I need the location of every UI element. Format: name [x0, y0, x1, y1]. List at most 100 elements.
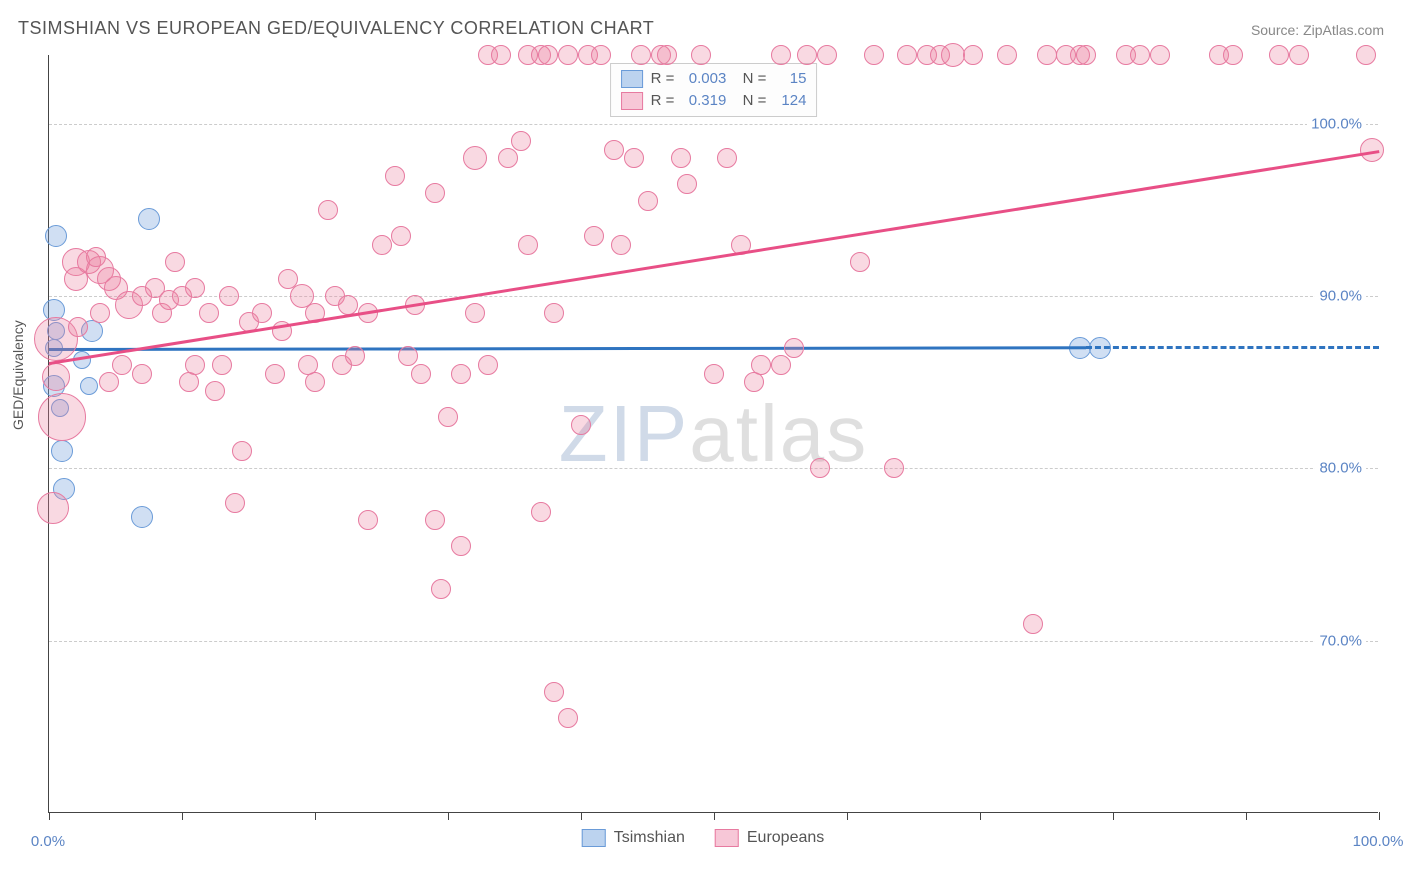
gridline-h — [49, 468, 1378, 469]
watermark-part2: atlas — [689, 389, 868, 478]
scatter-point — [345, 346, 365, 366]
scatter-point — [784, 338, 804, 358]
stat-n-value: 124 — [774, 90, 806, 112]
scatter-point — [431, 579, 451, 599]
scatter-point — [498, 148, 518, 168]
scatter-point — [358, 510, 378, 530]
x-tick-label: 100.0% — [1353, 833, 1404, 850]
scatter-point — [544, 303, 564, 323]
y-tick-label: 80.0% — [1315, 460, 1366, 477]
scatter-point — [179, 372, 199, 392]
scatter-point — [165, 252, 185, 272]
y-tick-label: 90.0% — [1315, 288, 1366, 305]
scatter-point — [411, 364, 431, 384]
stat-r-label: R = — [651, 68, 675, 90]
scatter-point — [518, 235, 538, 255]
scatter-point — [391, 226, 411, 246]
scatter-point — [232, 441, 252, 461]
x-tick — [714, 812, 715, 820]
scatter-point — [80, 377, 98, 395]
stat-n-label: N = — [734, 90, 766, 112]
scatter-point — [884, 458, 904, 478]
chart-title: TSIMSHIAN VS EUROPEAN GED/EQUIVALENCY CO… — [18, 18, 654, 39]
scatter-point — [138, 208, 160, 230]
scatter-point — [199, 303, 219, 323]
scatter-point — [611, 235, 631, 255]
scatter-point — [478, 355, 498, 375]
scatter-point — [771, 355, 791, 375]
stats-row: R =0.319 N =124 — [621, 90, 807, 112]
scatter-point — [558, 708, 578, 728]
scatter-point — [465, 303, 485, 323]
scatter-point — [265, 364, 285, 384]
scatter-point — [941, 43, 965, 67]
x-tick — [182, 812, 183, 820]
scatter-point — [1356, 45, 1376, 65]
scatter-point — [797, 45, 817, 65]
x-tick — [49, 812, 50, 820]
scatter-point — [544, 682, 564, 702]
y-axis-label: GED/Equivalency — [10, 320, 26, 430]
scatter-point — [1150, 45, 1170, 65]
scatter-point — [1037, 45, 1057, 65]
gridline-h — [49, 641, 1378, 642]
scatter-point — [219, 286, 239, 306]
source-attribution: Source: ZipAtlas.com — [1251, 22, 1384, 38]
scatter-point — [1223, 45, 1243, 65]
scatter-point — [810, 458, 830, 478]
scatter-point — [451, 536, 471, 556]
y-tick-label: 100.0% — [1307, 115, 1366, 132]
scatter-point — [45, 225, 67, 247]
scatter-point — [584, 226, 604, 246]
scatter-point — [744, 372, 764, 392]
scatter-point — [571, 415, 591, 435]
legend-label: Tsimshian — [614, 829, 685, 847]
scatter-point — [538, 45, 558, 65]
scatter-point — [438, 407, 458, 427]
scatter-point — [318, 200, 338, 220]
scatter-point — [1076, 45, 1096, 65]
scatter-point — [42, 363, 70, 391]
scatter-point — [671, 148, 691, 168]
scatter-point — [1130, 45, 1150, 65]
stat-r-value: 0.003 — [682, 68, 726, 90]
scatter-point — [38, 393, 86, 441]
scatter-point — [817, 45, 837, 65]
x-tick — [1113, 812, 1114, 820]
legend-swatch — [621, 92, 643, 110]
stat-n-value: 15 — [774, 68, 806, 90]
bottom-legend: Tsimshian Europeans — [582, 829, 825, 847]
scatter-point — [638, 191, 658, 211]
scatter-point — [511, 131, 531, 151]
x-tick — [581, 812, 582, 820]
scatter-point — [305, 372, 325, 392]
x-tick — [980, 812, 981, 820]
scatter-point — [717, 148, 737, 168]
legend-item: Europeans — [715, 829, 824, 847]
x-tick-label: 0.0% — [31, 833, 65, 850]
scatter-point — [51, 440, 73, 462]
x-tick — [315, 812, 316, 820]
scatter-point — [372, 235, 392, 255]
scatter-point — [205, 381, 225, 401]
stat-r-label: R = — [651, 90, 675, 112]
scatter-point — [68, 317, 88, 337]
scatter-point — [185, 278, 205, 298]
legend-swatch — [621, 70, 643, 88]
scatter-point — [131, 506, 153, 528]
scatter-point — [132, 364, 152, 384]
x-tick — [847, 812, 848, 820]
scatter-point — [850, 252, 870, 272]
trend-line — [49, 150, 1379, 365]
scatter-point — [691, 45, 711, 65]
x-tick — [448, 812, 449, 820]
scatter-point — [657, 45, 677, 65]
scatter-point — [631, 45, 651, 65]
scatter-point — [451, 364, 471, 384]
trend-line — [49, 346, 1086, 351]
scatter-point — [425, 183, 445, 203]
legend-item: Tsimshian — [582, 829, 685, 847]
x-tick — [1379, 812, 1380, 820]
scatter-point — [1023, 614, 1043, 634]
scatter-point — [225, 493, 245, 513]
